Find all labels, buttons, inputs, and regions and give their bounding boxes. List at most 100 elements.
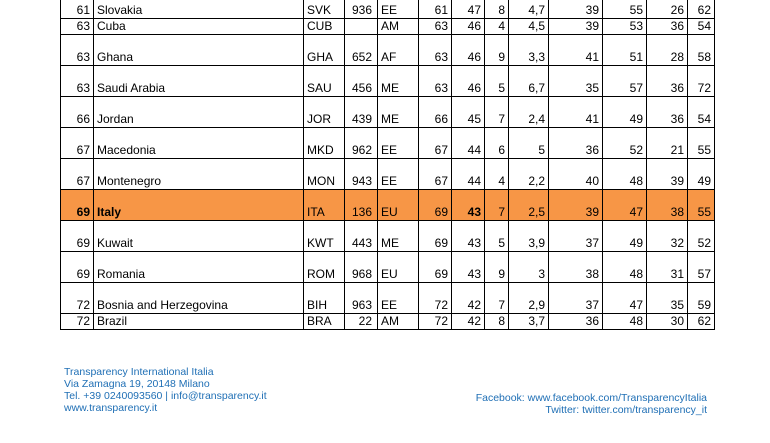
region-cell: AF (377, 34, 419, 66)
score-cell: 30 (646, 313, 688, 330)
number-cell: 943 (344, 158, 378, 190)
score-cell: 36 (548, 127, 603, 159)
rank-cell: 63 (60, 34, 94, 66)
table-row: 69 Italy ITA 136 EU 69 43 7 2,5 39 47 38 55 (60, 189, 715, 221)
country-cell: Kuwait (93, 220, 304, 252)
score-cell: 49 (602, 220, 647, 252)
region-cell: EE (377, 282, 419, 314)
score-cell: 43 (451, 189, 485, 221)
score-cell: 48 (602, 251, 647, 283)
number-cell: 456 (344, 65, 378, 97)
score-cell: 39 (548, 189, 603, 221)
score-cell: 2,5 (508, 189, 549, 221)
country-cell: Romania (93, 251, 304, 283)
table-row: 63 Cuba CUB AM 63 46 4 4,5 39 53 36 54 (60, 18, 715, 35)
footer-website[interactable]: www.transparency.it (64, 402, 158, 414)
score-cell: 2,2 (508, 158, 549, 190)
score-cell: 7 (484, 189, 509, 221)
number-cell: 962 (344, 127, 378, 159)
rank-cell: 72 (60, 313, 94, 330)
score-cell: 39 (548, 18, 603, 35)
score-cell: 51 (602, 34, 647, 66)
score-cell: 3,7 (508, 313, 549, 330)
score-cell: 58 (687, 34, 715, 66)
score-cell: 54 (687, 18, 715, 35)
score-cell: 4,7 (508, 0, 549, 19)
country-cell: Macedonia (93, 127, 304, 159)
rank-cell: 69 (60, 251, 94, 283)
score-cell: 40 (548, 158, 603, 190)
region-cell: ME (377, 65, 419, 97)
country-cell: Saudi Arabia (93, 65, 304, 97)
number-cell: 22 (344, 313, 378, 330)
score-cell: 62 (687, 0, 715, 19)
country-cell: Italy (93, 189, 304, 221)
score-cell: 7 (484, 282, 509, 314)
footer-twitter[interactable]: Twitter: twitter.com/transparency_it (545, 404, 707, 416)
score-cell: 5 (508, 127, 549, 159)
score-cell: 4,5 (508, 18, 549, 35)
score-cell: 42 (451, 282, 485, 314)
footer-contact: Transparency International Italia Via Za… (64, 366, 267, 414)
region-cell: EU (377, 189, 419, 221)
score-cell: 2,9 (508, 282, 549, 314)
region-cell: ME (377, 220, 419, 252)
score-cell: 61 (418, 0, 452, 19)
number-cell: 968 (344, 251, 378, 283)
number-value: 136 (351, 205, 372, 219)
number-value: 963 (351, 298, 372, 312)
score-cell: 72 (418, 282, 452, 314)
number-value: 652 (351, 50, 372, 64)
score-cell: 55 (687, 189, 715, 221)
score-cell: 38 (548, 251, 603, 283)
score-cell: 57 (687, 251, 715, 283)
rank-cell: 72 (60, 282, 94, 314)
rank-cell: 66 (60, 96, 94, 128)
score-cell: 66 (418, 96, 452, 128)
score-cell: 38 (646, 189, 688, 221)
footer-social: Facebook: www.facebook.com/TransparencyI… (476, 392, 707, 416)
code-cell: BIH (303, 282, 345, 314)
score-cell: 21 (646, 127, 688, 159)
score-cell: 35 (548, 65, 603, 97)
number-cell: 136 (344, 189, 378, 221)
score-cell: 48 (602, 158, 647, 190)
footer-contact-line[interactable]: Tel. +39 0240093560 | info@transparency.… (64, 390, 267, 402)
score-cell: 37 (548, 282, 603, 314)
code-cell: BRA (303, 313, 345, 330)
rank-cell: 63 (60, 65, 94, 97)
score-cell: 26 (646, 0, 688, 19)
region-cell: ME (377, 96, 419, 128)
country-cell: Bosnia and Herzegovina (93, 282, 304, 314)
number-cell: 439 (344, 96, 378, 128)
footer-org: Transparency International Italia (64, 366, 214, 378)
number-value: 962 (351, 143, 372, 157)
number-cell: 963 (344, 282, 378, 314)
score-cell: 49 (602, 96, 647, 128)
region-cell: EE (377, 127, 419, 159)
code-cell: KWT (303, 220, 345, 252)
score-cell: 57 (602, 65, 647, 97)
number-cell: 652 (344, 34, 378, 66)
score-cell: 72 (418, 313, 452, 330)
country-cell: Ghana (93, 34, 304, 66)
region-cell: AM (377, 313, 419, 330)
score-cell: 72 (687, 65, 715, 97)
code-cell: SVK (303, 0, 345, 19)
score-cell: 63 (418, 34, 452, 66)
number-value: 943 (351, 174, 372, 188)
number-cell: 936 (344, 0, 378, 19)
score-cell: 63 (418, 18, 452, 35)
score-cell: 43 (451, 220, 485, 252)
code-cell: JOR (303, 96, 345, 128)
code-cell: ROM (303, 251, 345, 283)
footer-facebook[interactable]: Facebook: www.facebook.com/TransparencyI… (475, 392, 707, 404)
rank-cell: 69 (60, 189, 94, 221)
score-cell: 54 (687, 96, 715, 128)
table-row: 72 Bosnia and Herzegovina BIH 963 EE 72 42 7 2,9… (60, 282, 715, 314)
score-cell: 9 (484, 251, 509, 283)
score-cell: 55 (602, 0, 647, 19)
country-cell: Jordan (93, 96, 304, 128)
score-cell: 62 (687, 313, 715, 330)
code-cell: ITA (303, 189, 345, 221)
